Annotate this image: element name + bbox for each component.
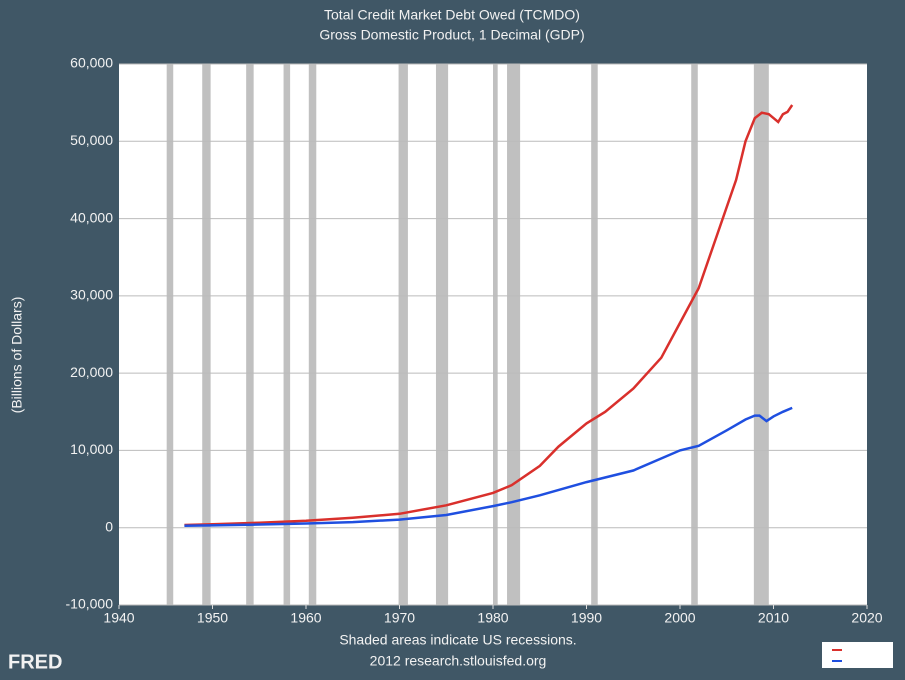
logo: FRED xyxy=(8,651,62,673)
chart-subtitle: Gross Domestic Product, 1 Decimal (GDP) xyxy=(319,27,584,43)
note: Shaded areas indicate US recessions. xyxy=(339,632,576,648)
y-tick-label: 50,000 xyxy=(70,132,113,148)
line-series xyxy=(184,104,794,527)
recession-band xyxy=(308,64,317,605)
x-tick-label: 2010 xyxy=(758,610,789,626)
x-tick-label: 1960 xyxy=(290,610,321,626)
x-tick-label: 1940 xyxy=(103,610,134,626)
recession-band xyxy=(398,64,408,605)
recession-band xyxy=(507,64,521,605)
y-axis-label: (Billions of Dollars) xyxy=(9,297,25,414)
y-tick-label: -10,000 xyxy=(66,596,114,612)
source: 2012 research.stlouisfed.org xyxy=(370,653,547,669)
x-tick-label: 2000 xyxy=(664,610,695,626)
y-tick-label: 60,000 xyxy=(70,55,113,71)
x-tick-label: 1950 xyxy=(197,610,228,626)
y-tick-label: 40,000 xyxy=(70,209,113,225)
recession-band xyxy=(202,64,211,605)
recession-band xyxy=(283,64,291,605)
y-tick-label: 0 xyxy=(105,518,113,534)
chart-title: Total Credit Market Debt Owed (TCMDO) xyxy=(324,7,580,23)
recession-band xyxy=(591,64,598,605)
line-series xyxy=(184,406,793,528)
recession-band xyxy=(246,64,254,605)
recession-band xyxy=(691,64,698,605)
x-tick-label: 1990 xyxy=(571,610,602,626)
x-tick-label: 2020 xyxy=(851,610,882,626)
x-tick-label: 1980 xyxy=(477,610,508,626)
recession-band xyxy=(435,64,449,605)
y-tick-label: 20,000 xyxy=(70,364,113,380)
recession-band xyxy=(493,64,498,605)
recession-band xyxy=(166,64,174,605)
y-tick-label: 10,000 xyxy=(70,441,113,457)
y-tick-label: 30,000 xyxy=(70,287,113,303)
legend-box xyxy=(822,642,893,668)
recession-band xyxy=(753,64,769,605)
x-tick-label: 1970 xyxy=(384,610,415,626)
